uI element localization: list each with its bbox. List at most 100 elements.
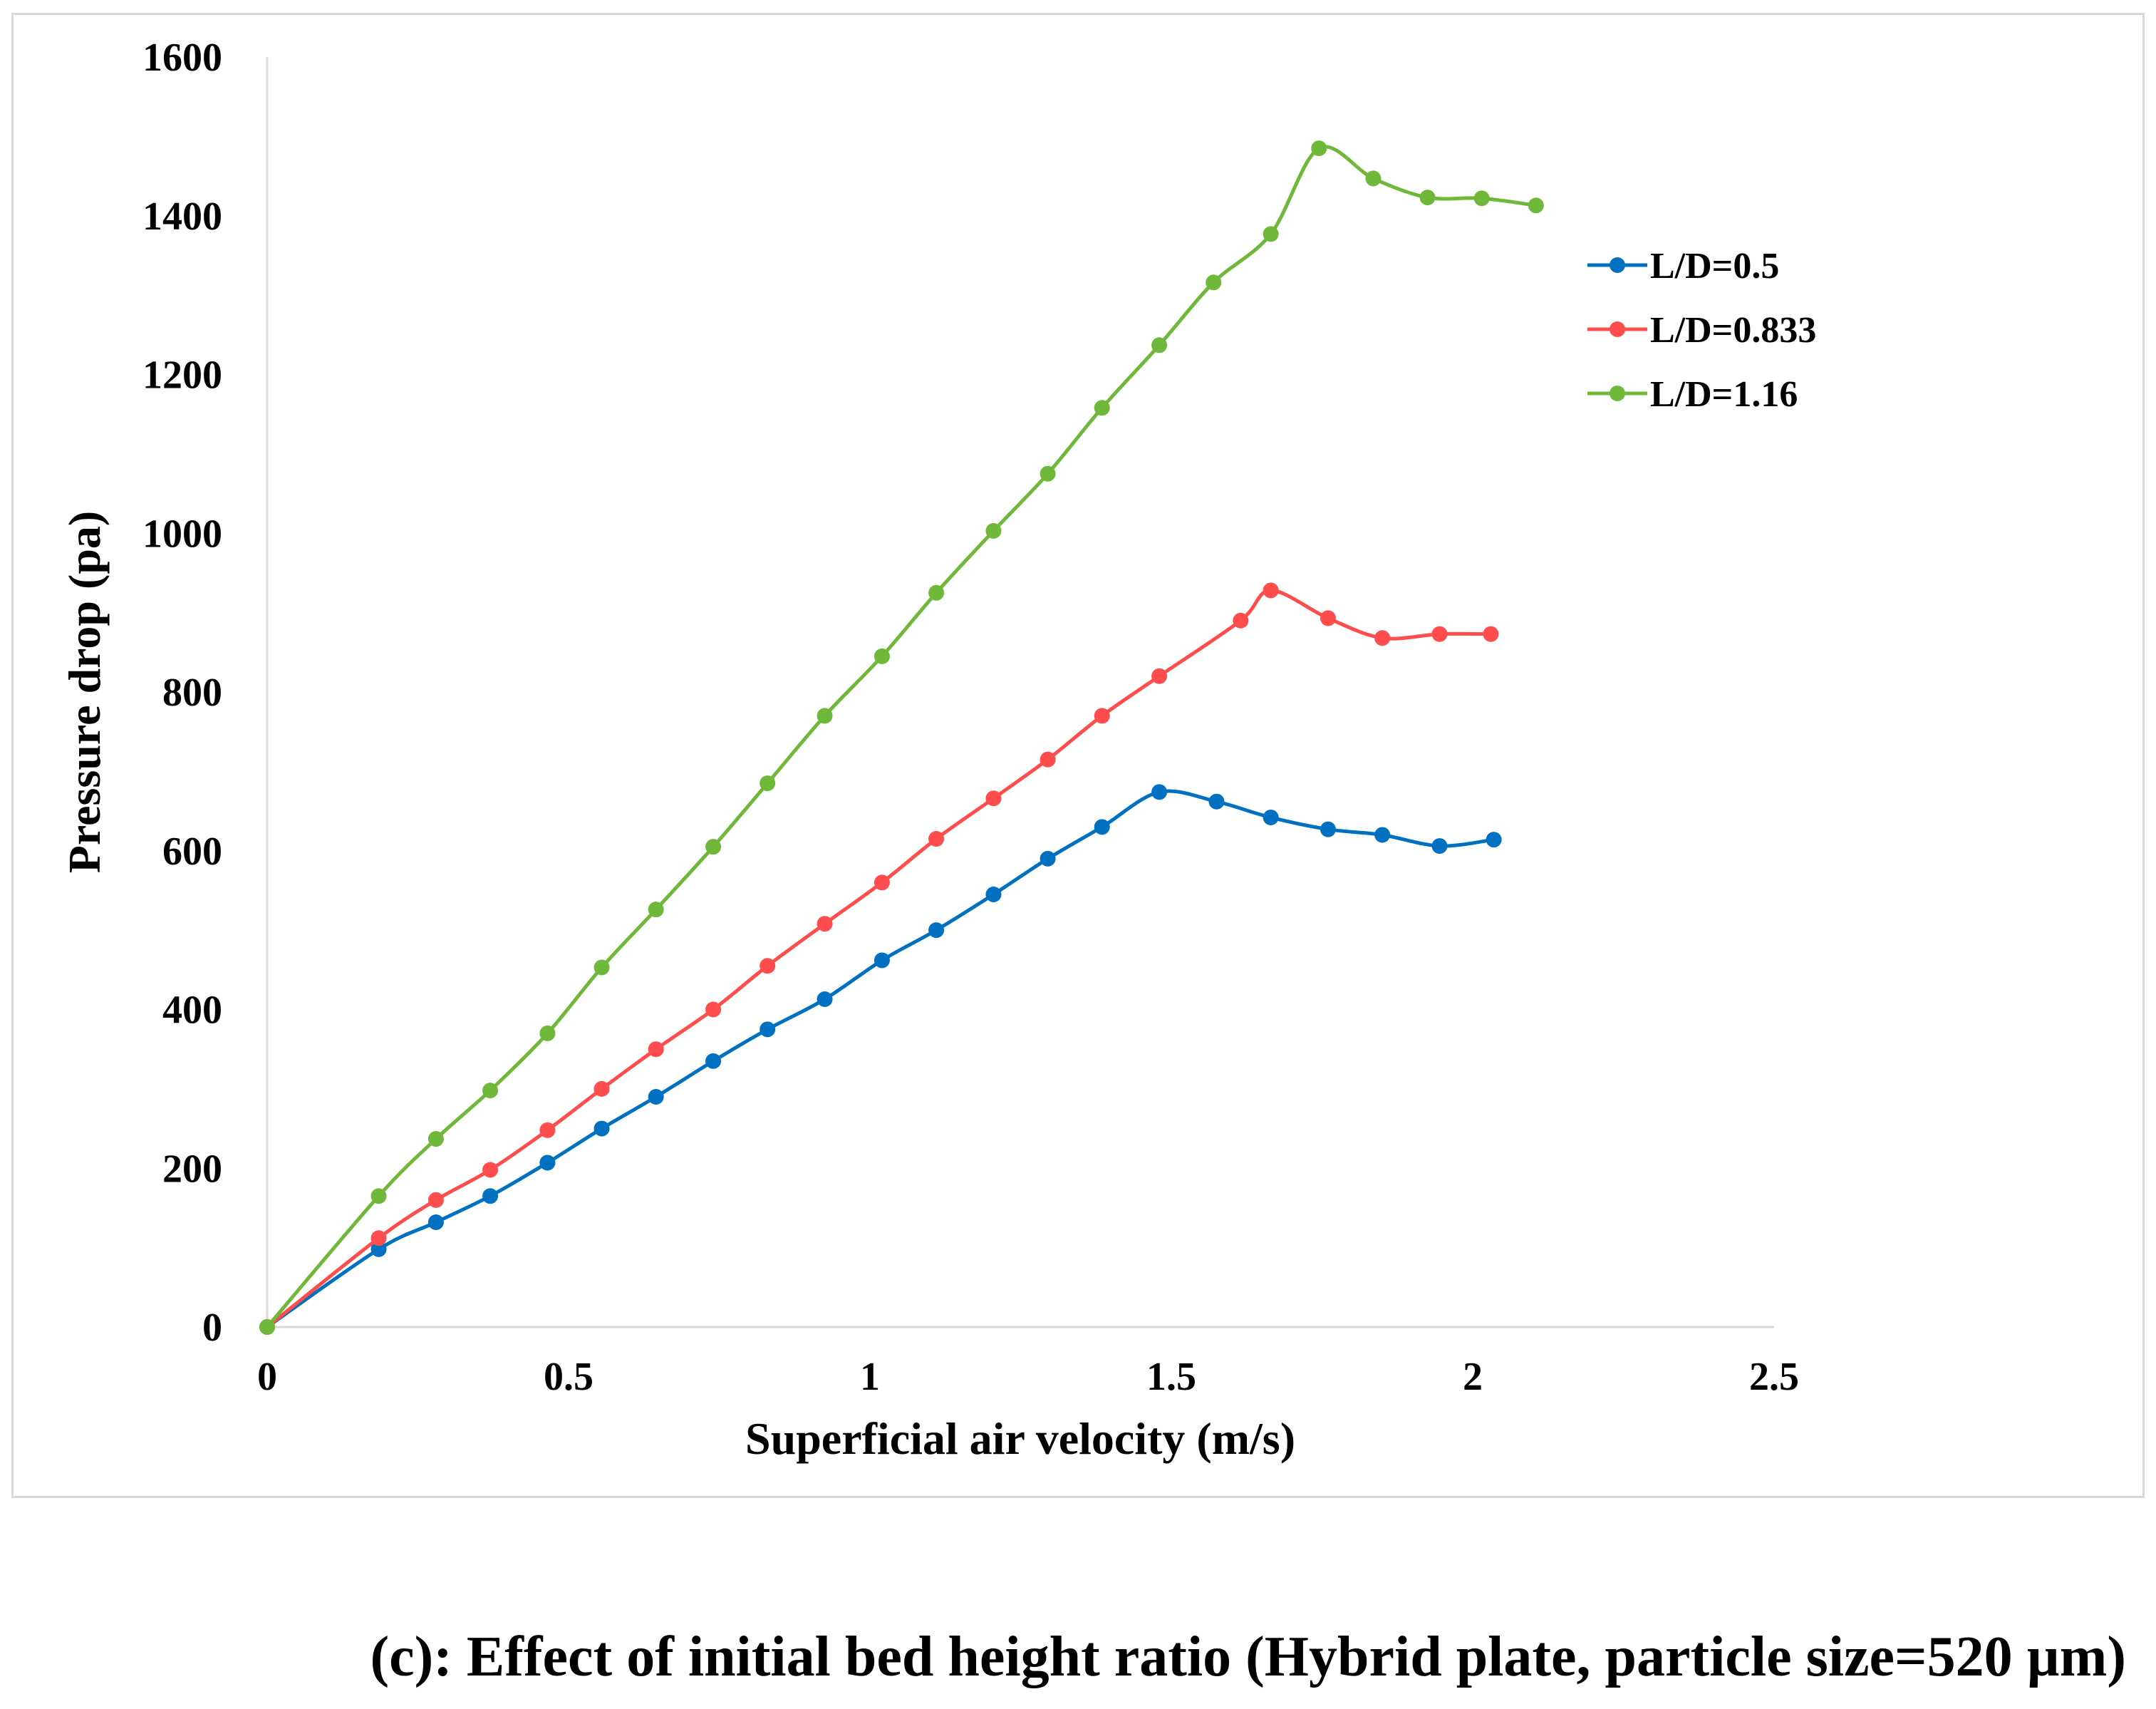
data-point <box>1208 793 1225 810</box>
data-point <box>1263 809 1279 825</box>
data-point <box>539 1122 556 1138</box>
data-point <box>760 775 776 792</box>
data-point <box>259 1319 275 1335</box>
series-line <box>265 145 1538 1329</box>
data-point <box>539 1025 556 1041</box>
x-tick-label: 1 <box>860 1355 880 1399</box>
data-point <box>928 922 945 939</box>
data-point <box>874 952 890 969</box>
data-point <box>427 1131 444 1147</box>
data-point <box>1431 626 1448 642</box>
data-point <box>482 1162 499 1178</box>
data-point <box>1431 838 1448 854</box>
data-point <box>539 1155 556 1171</box>
data-point <box>1233 612 1249 629</box>
figure-caption: (c): Effect of initial bed height ratio … <box>370 1626 2126 1688</box>
figure-frame <box>11 13 2145 1498</box>
data-point <box>1374 630 1391 646</box>
x-tick-label: 0 <box>257 1355 277 1399</box>
legend-item: L/D=0.833 <box>1587 310 1816 351</box>
x-tick-label: 2.5 <box>1749 1355 1799 1399</box>
legend-label: L/D=1.16 <box>1650 374 1798 415</box>
data-point <box>1486 832 1502 848</box>
data-point <box>705 839 722 855</box>
data-point <box>928 584 945 601</box>
y-tick-label: 800 <box>162 671 222 715</box>
y-tick-labels: 0 200 400 600 800 1000 1200 1400 1600 <box>142 36 222 1350</box>
data-point <box>817 991 833 1008</box>
data-point <box>1263 226 1279 242</box>
data-point <box>1094 708 1110 724</box>
x-tick-label: 1.5 <box>1146 1355 1196 1399</box>
data-point <box>427 1214 444 1230</box>
x-tick-label: 0.5 <box>544 1355 594 1399</box>
data-point <box>817 708 833 724</box>
x-tick-label: 2 <box>1463 1355 1483 1399</box>
series-layer <box>259 140 1544 1335</box>
series-l-d-1-16 <box>259 140 1544 1335</box>
data-point <box>594 1080 610 1097</box>
data-point <box>985 522 1002 539</box>
y-tick-label: 1600 <box>142 36 222 80</box>
data-point <box>1483 626 1499 642</box>
data-point <box>1040 751 1056 768</box>
y-tick-label: 600 <box>162 830 222 874</box>
data-point <box>594 959 610 976</box>
data-point <box>1528 197 1544 214</box>
series-l-d-0-833 <box>259 582 1499 1335</box>
series-line <box>265 789 1496 1329</box>
data-point <box>482 1083 499 1099</box>
legend-item: L/D=1.16 <box>1587 374 1798 415</box>
data-point <box>1320 821 1336 837</box>
data-point <box>760 1021 776 1038</box>
data-point <box>705 1053 722 1069</box>
legend-label: L/D=0.5 <box>1650 246 1779 286</box>
y-tick-label: 1400 <box>142 195 222 239</box>
data-point <box>370 1230 387 1246</box>
data-point <box>594 1120 610 1137</box>
series-l-d-0-5 <box>259 784 1502 1335</box>
legend-swatch-marker <box>1610 321 1625 337</box>
data-point <box>1040 850 1056 867</box>
data-point <box>1374 827 1391 843</box>
y-axis-title: Pressure drop (pa) <box>59 511 110 873</box>
data-point <box>874 874 890 891</box>
data-point <box>1151 668 1168 684</box>
data-point <box>648 902 664 918</box>
data-point <box>1320 610 1336 626</box>
data-point <box>1419 190 1436 206</box>
y-tick-label: 200 <box>162 1147 222 1191</box>
data-point <box>1094 400 1110 416</box>
data-point <box>1206 274 1222 291</box>
data-point <box>760 958 776 974</box>
data-point <box>1365 170 1382 187</box>
data-point <box>370 1241 387 1257</box>
data-point <box>1263 582 1279 599</box>
data-point <box>1151 337 1168 353</box>
data-point <box>985 887 1002 903</box>
data-point <box>1311 140 1327 157</box>
data-point <box>928 831 945 847</box>
legend: L/D=0.5 L/D=0.833 L/D=1.16 <box>1587 246 1816 415</box>
legend-swatch-marker <box>1610 386 1625 401</box>
x-axis-title: Superficial air velocity (m/s) <box>745 1413 1295 1464</box>
data-point <box>370 1188 387 1204</box>
data-point <box>427 1192 444 1208</box>
y-tick-label: 0 <box>202 1306 222 1350</box>
legend-swatch-marker <box>1610 257 1625 273</box>
data-point <box>817 916 833 932</box>
y-tick-label: 400 <box>162 988 222 1033</box>
data-point <box>1151 784 1168 800</box>
data-point <box>1040 465 1056 482</box>
data-point <box>648 1041 664 1058</box>
data-point <box>482 1188 499 1204</box>
data-point <box>705 1001 722 1018</box>
legend-label: L/D=0.833 <box>1650 310 1816 351</box>
data-point <box>985 790 1002 807</box>
x-tick-labels: 0 0.5 1 1.5 2 2.5 <box>257 1355 1799 1399</box>
legend-item: L/D=0.5 <box>1587 246 1779 286</box>
y-tick-label: 1000 <box>142 512 222 556</box>
data-point <box>648 1089 664 1105</box>
data-point <box>1094 819 1110 835</box>
y-tick-label: 1200 <box>142 353 222 398</box>
